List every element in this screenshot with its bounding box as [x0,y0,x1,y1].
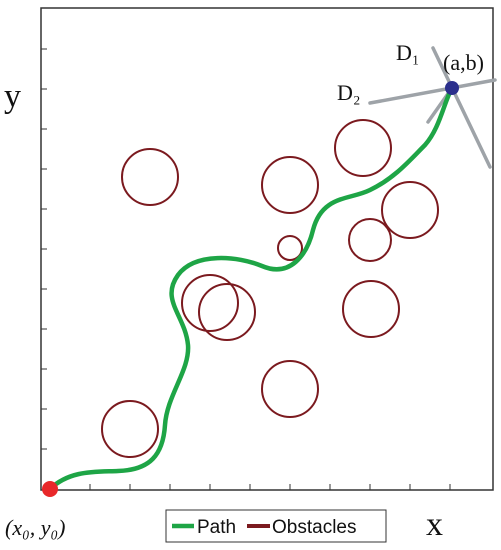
obstacle-circle [121,148,179,206]
obstacle-circle [198,283,256,341]
obstacle-circle [348,218,392,262]
direction-2-label: D₂ [337,80,361,105]
legend: Path Obstacles [165,509,387,543]
legend-box [165,509,387,543]
obstacles [101,119,439,458]
left-axis-ticks [41,48,47,450]
x-axis-label: x [426,506,443,543]
path-curve [47,85,455,492]
legend-path-label: Path [197,517,236,538]
obstacle-circle [261,360,319,418]
legend-obstacles-label: Obstacles [272,517,356,538]
direction-line-d1 [431,46,492,169]
bottom-axis-ticks [89,484,451,490]
obstacle-circle [342,280,400,338]
goal-point-marker [445,81,459,95]
goal-point-label: (a,b) [443,50,484,75]
obstacle-circle [277,235,303,261]
obstacle-circle [261,156,319,214]
obstacle-circle [181,274,239,332]
start-point-marker [42,481,58,497]
direction-line-d2 [368,78,497,105]
direction-1-label: D₁ [396,40,420,65]
plot-frame [40,7,494,491]
obstacle-circle [381,181,439,239]
start-point-label: (x₀, y₀) [5,515,65,540]
obstacle-circle [101,400,159,458]
obstacle-circle [334,119,392,177]
y-axis-label: y [4,78,21,115]
